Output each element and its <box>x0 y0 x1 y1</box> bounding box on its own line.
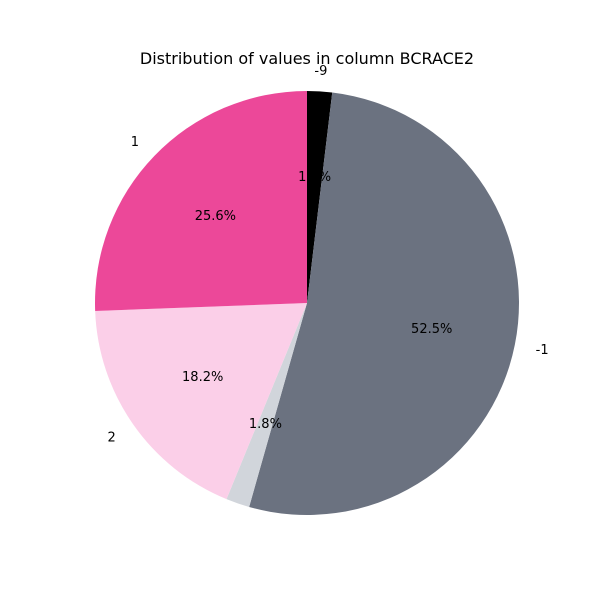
slice-category-label-0: -9 <box>314 64 327 79</box>
chart-title: Distribution of values in column BCRACE2 <box>140 49 474 68</box>
slice-percent-label-1: 52.5% <box>411 322 452 337</box>
pie-labels: 1.9% -9 52.5% -1 1.8% 18.2% 2 25.6% 1 <box>108 64 549 445</box>
pie-slice-4 <box>95 91 307 311</box>
pie-slice-3 <box>95 303 307 500</box>
pie-slice-1 <box>249 92 519 516</box>
slice-category-label-4: 1 <box>131 135 139 150</box>
pie-slice-0 <box>307 91 333 303</box>
slice-percent-label-3: 18.2% <box>182 370 223 385</box>
slice-percent-label-4: 25.6% <box>195 209 236 224</box>
slice-percent-label-2: 1.8% <box>249 417 282 432</box>
slice-category-label-3: 2 <box>108 430 116 445</box>
slice-category-label-1: -1 <box>536 343 549 358</box>
pie-slice-2 <box>226 303 307 507</box>
pie-slices <box>95 91 519 516</box>
slice-percent-label-0: 1.9% <box>298 170 331 185</box>
